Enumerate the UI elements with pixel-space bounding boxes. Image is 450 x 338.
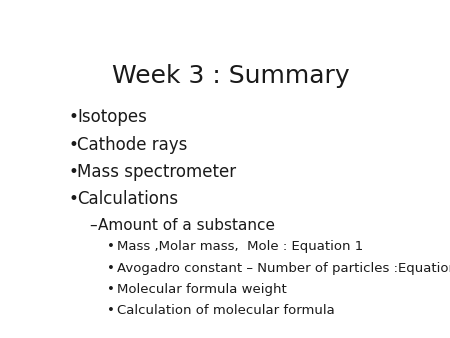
Text: Week 3 : Summary: Week 3 : Summary [112,64,350,88]
Text: Calculation of molecular formula: Calculation of molecular formula [117,305,335,317]
Text: •: • [68,108,78,126]
Text: •: • [107,305,115,317]
Text: •: • [107,283,115,296]
Text: Calculations: Calculations [77,190,178,208]
Text: •: • [68,190,78,208]
Text: Avogadro constant – Number of particles :Equation 2: Avogadro constant – Number of particles … [117,262,450,275]
Text: –: – [90,218,97,233]
Text: •: • [107,240,115,254]
Text: Cathode rays: Cathode rays [77,136,188,153]
Text: Isotopes: Isotopes [77,108,147,126]
Text: Molecular formula weight: Molecular formula weight [117,283,287,296]
Text: •: • [107,262,115,275]
Text: •: • [68,163,78,181]
Text: Amount of a substance: Amount of a substance [98,218,275,233]
Text: •: • [68,136,78,153]
Text: Mass spectrometer: Mass spectrometer [77,163,236,181]
Text: Mass ,Molar mass,  Mole : Equation 1: Mass ,Molar mass, Mole : Equation 1 [117,240,364,254]
